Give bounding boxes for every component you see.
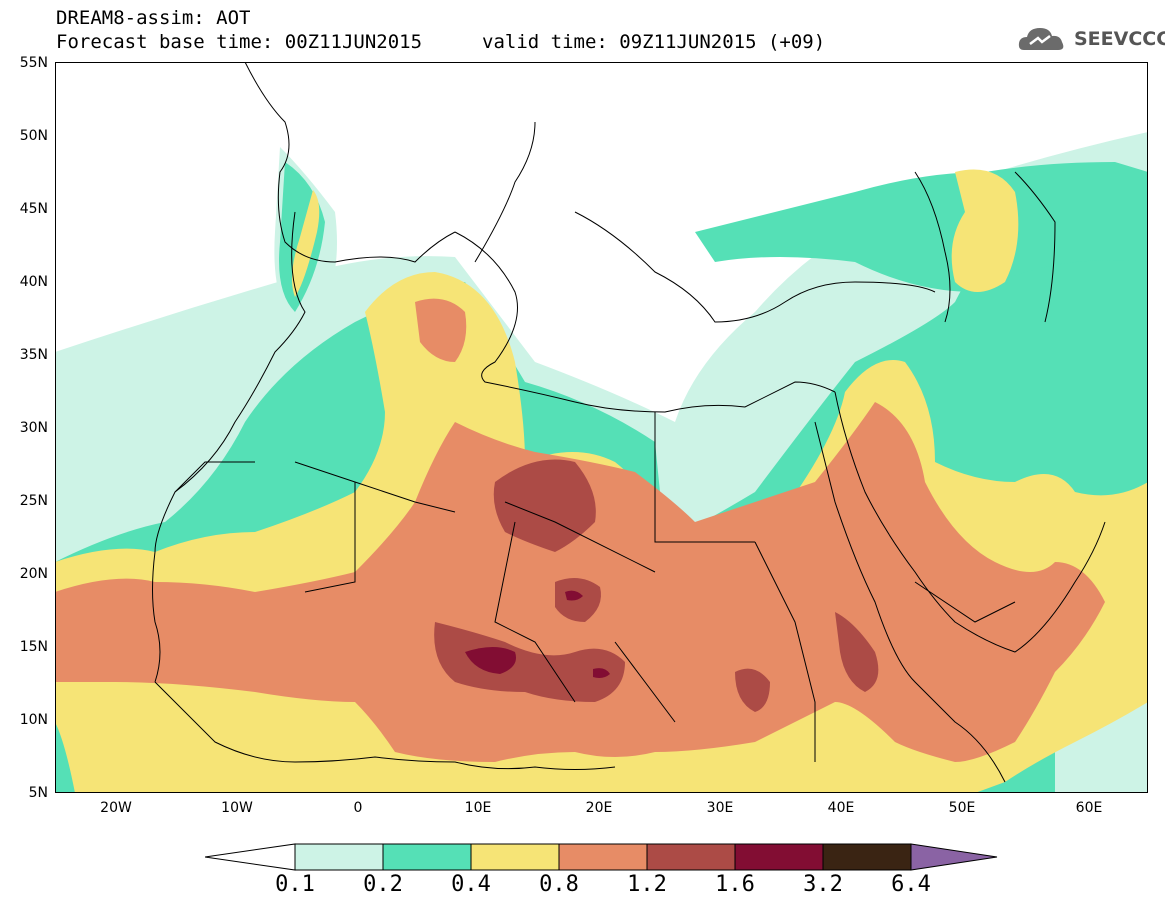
lon-label: 50E xyxy=(948,800,976,816)
lon-label: 10W xyxy=(221,800,253,816)
colorbar-swatch xyxy=(294,843,384,871)
colorbar-label: 0.4 xyxy=(451,872,491,897)
colorbar-label: 1.6 xyxy=(715,872,755,897)
contour-1.6-c xyxy=(565,590,583,601)
colorbar-under-arrow xyxy=(205,843,296,871)
colorbar xyxy=(205,843,998,871)
colorbar-label: 0.8 xyxy=(539,872,579,897)
lat-label: 20N xyxy=(19,566,48,582)
colorbar-swatch xyxy=(382,843,472,871)
map-panel xyxy=(55,62,1148,793)
contour-0.4-caspian xyxy=(951,169,1019,292)
colorbar-swatch xyxy=(646,843,736,871)
lon-label: 0 xyxy=(353,800,363,816)
logo-text: SEEVCCC xyxy=(1074,28,1165,50)
colorbar-swatch xyxy=(558,843,648,871)
colorbar-swatch xyxy=(734,843,824,871)
contour-0.4-iberia xyxy=(291,190,320,297)
colorbar-swatch xyxy=(470,843,560,871)
contour-1.2-centre xyxy=(555,578,601,622)
lat-label: 50N xyxy=(19,128,48,144)
contour-1.2-redsea xyxy=(835,612,879,692)
colorbar-label: 1.2 xyxy=(627,872,667,897)
colorbar-label: 0.1 xyxy=(275,872,315,897)
lat-label: 10N xyxy=(19,712,48,728)
forecast-base-time: Forecast base time: 00Z11JUN2015 xyxy=(56,31,423,53)
lat-label: 55N xyxy=(19,55,48,71)
coastlines xyxy=(152,62,1106,783)
contour-0.8-north xyxy=(415,298,467,362)
chart-title: DREAM8-assim: AOT xyxy=(56,7,251,29)
lon-label: 10E xyxy=(464,800,492,816)
lon-label: 30E xyxy=(706,800,734,816)
contour-1.6-a xyxy=(465,647,516,674)
lat-label: 40N xyxy=(19,274,48,290)
seevccc-logo: SEEVCCC xyxy=(1016,22,1165,56)
contour-1.2-east xyxy=(735,668,770,712)
colorbar-swatch xyxy=(822,843,912,871)
lon-label: 40E xyxy=(827,800,855,816)
lat-label: 30N xyxy=(19,420,48,436)
lon-label: 20W xyxy=(100,800,132,816)
lon-label: 60E xyxy=(1075,800,1103,816)
lat-label: 25N xyxy=(19,493,48,509)
colorbar-over-arrow xyxy=(910,843,998,871)
lat-label: 5N xyxy=(28,785,48,801)
contour-1.2-sahel xyxy=(434,622,625,702)
aot-map xyxy=(55,62,1148,793)
axis-ticks xyxy=(55,62,1148,793)
aot-contours xyxy=(55,132,1148,793)
contour-1.6-b xyxy=(593,668,610,678)
valid-time: valid time: 09Z11JUN2015 (+09) xyxy=(482,31,826,53)
lat-label: 35N xyxy=(19,347,48,363)
colorbar-label: 3.2 xyxy=(803,872,843,897)
cloud-icon xyxy=(1018,28,1064,50)
lon-label: 20E xyxy=(585,800,613,816)
colorbar-label: 0.2 xyxy=(363,872,403,897)
lat-label: 45N xyxy=(19,201,48,217)
lat-label: 15N xyxy=(19,639,48,655)
colorbar-label: 6.4 xyxy=(891,872,931,897)
contour-1.2-chad xyxy=(493,459,596,552)
